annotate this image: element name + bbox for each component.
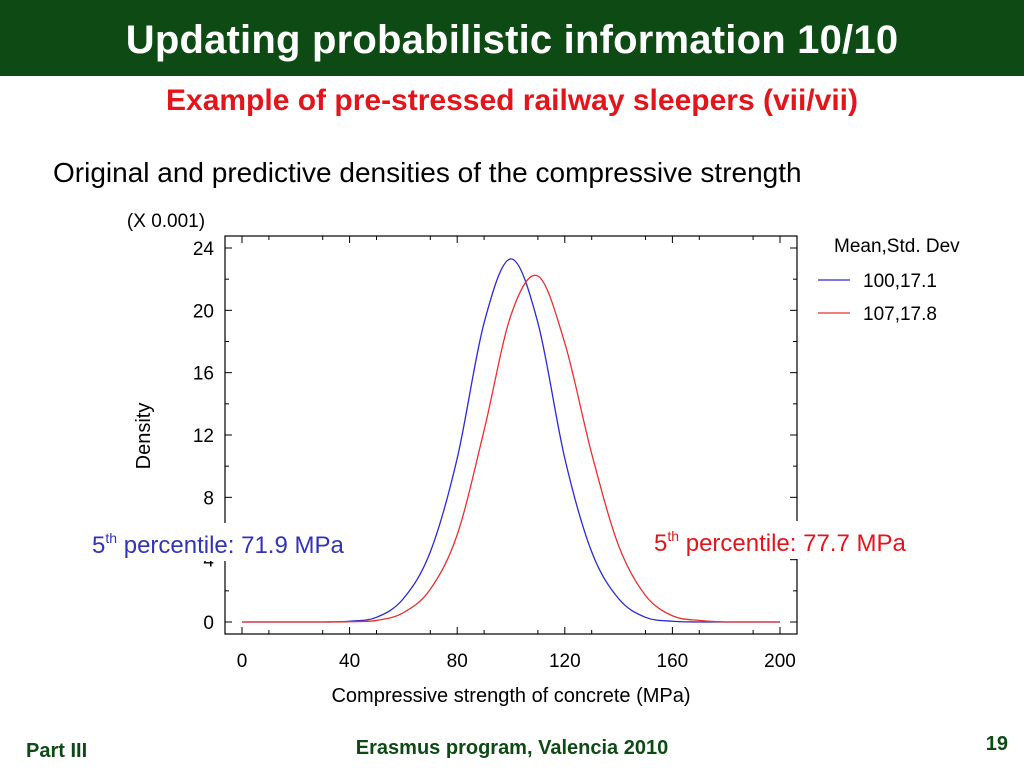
x-axis-label: Compressive strength of concrete (MPa) [331,685,690,707]
footer-event: Erasmus program, Valencia 2010 [355,737,669,759]
red-note-text: percentile: 77.7 MPa [679,530,906,557]
y-tick-label: 8 [203,488,214,509]
legend-title: Mean,Std. Dev [834,236,960,257]
footer-part: Part III [26,740,88,762]
page-number: 19 [985,733,1008,755]
x-tick-label: 40 [339,651,360,672]
y-axis-label: Density [133,403,155,470]
y-tick-label: 24 [193,239,215,260]
slide-title: Updating probabilistic information 10/10 [125,18,899,62]
red-note-number: 5 [654,530,668,557]
y-tick-label: 0 [203,613,214,634]
x-tick-label: 200 [764,651,796,672]
title-bar: Updating probabilistic information 10/10 [0,0,1024,76]
red-note-suffix: th [667,528,680,544]
legend-label-2: 107,17.8 [863,304,937,325]
y-multiplier-label: (X 0.001) [127,211,205,232]
x-tick-label: 80 [447,651,468,672]
x-tick-label: 120 [549,651,581,672]
x-tick-label: 160 [657,651,689,672]
x-tick-label: 0 [237,651,248,672]
blue-note-number: 5 [92,532,106,559]
slide-heading: Original and predictive densities of the… [53,157,802,188]
blue-percentile-note: 5th percentile: 71.9 MPa [90,523,344,561]
plot-frame [224,235,798,635]
y-tick-label: 16 [193,364,214,385]
series-line-2 [242,274,780,623]
blue-note-suffix: th [105,530,118,546]
slide-subtitle: Example of pre-stressed railway sleepers… [166,84,858,117]
red-percentile-note: 5th percentile: 77.7 MPa [652,521,906,559]
y-tick-label: 12 [193,426,214,447]
y-tick-label: 4 [203,551,214,572]
y-tick-label: 20 [193,301,214,322]
blue-note-text: percentile: 71.9 MPa [117,532,344,559]
legend-label-1: 100,17.1 [863,271,937,292]
